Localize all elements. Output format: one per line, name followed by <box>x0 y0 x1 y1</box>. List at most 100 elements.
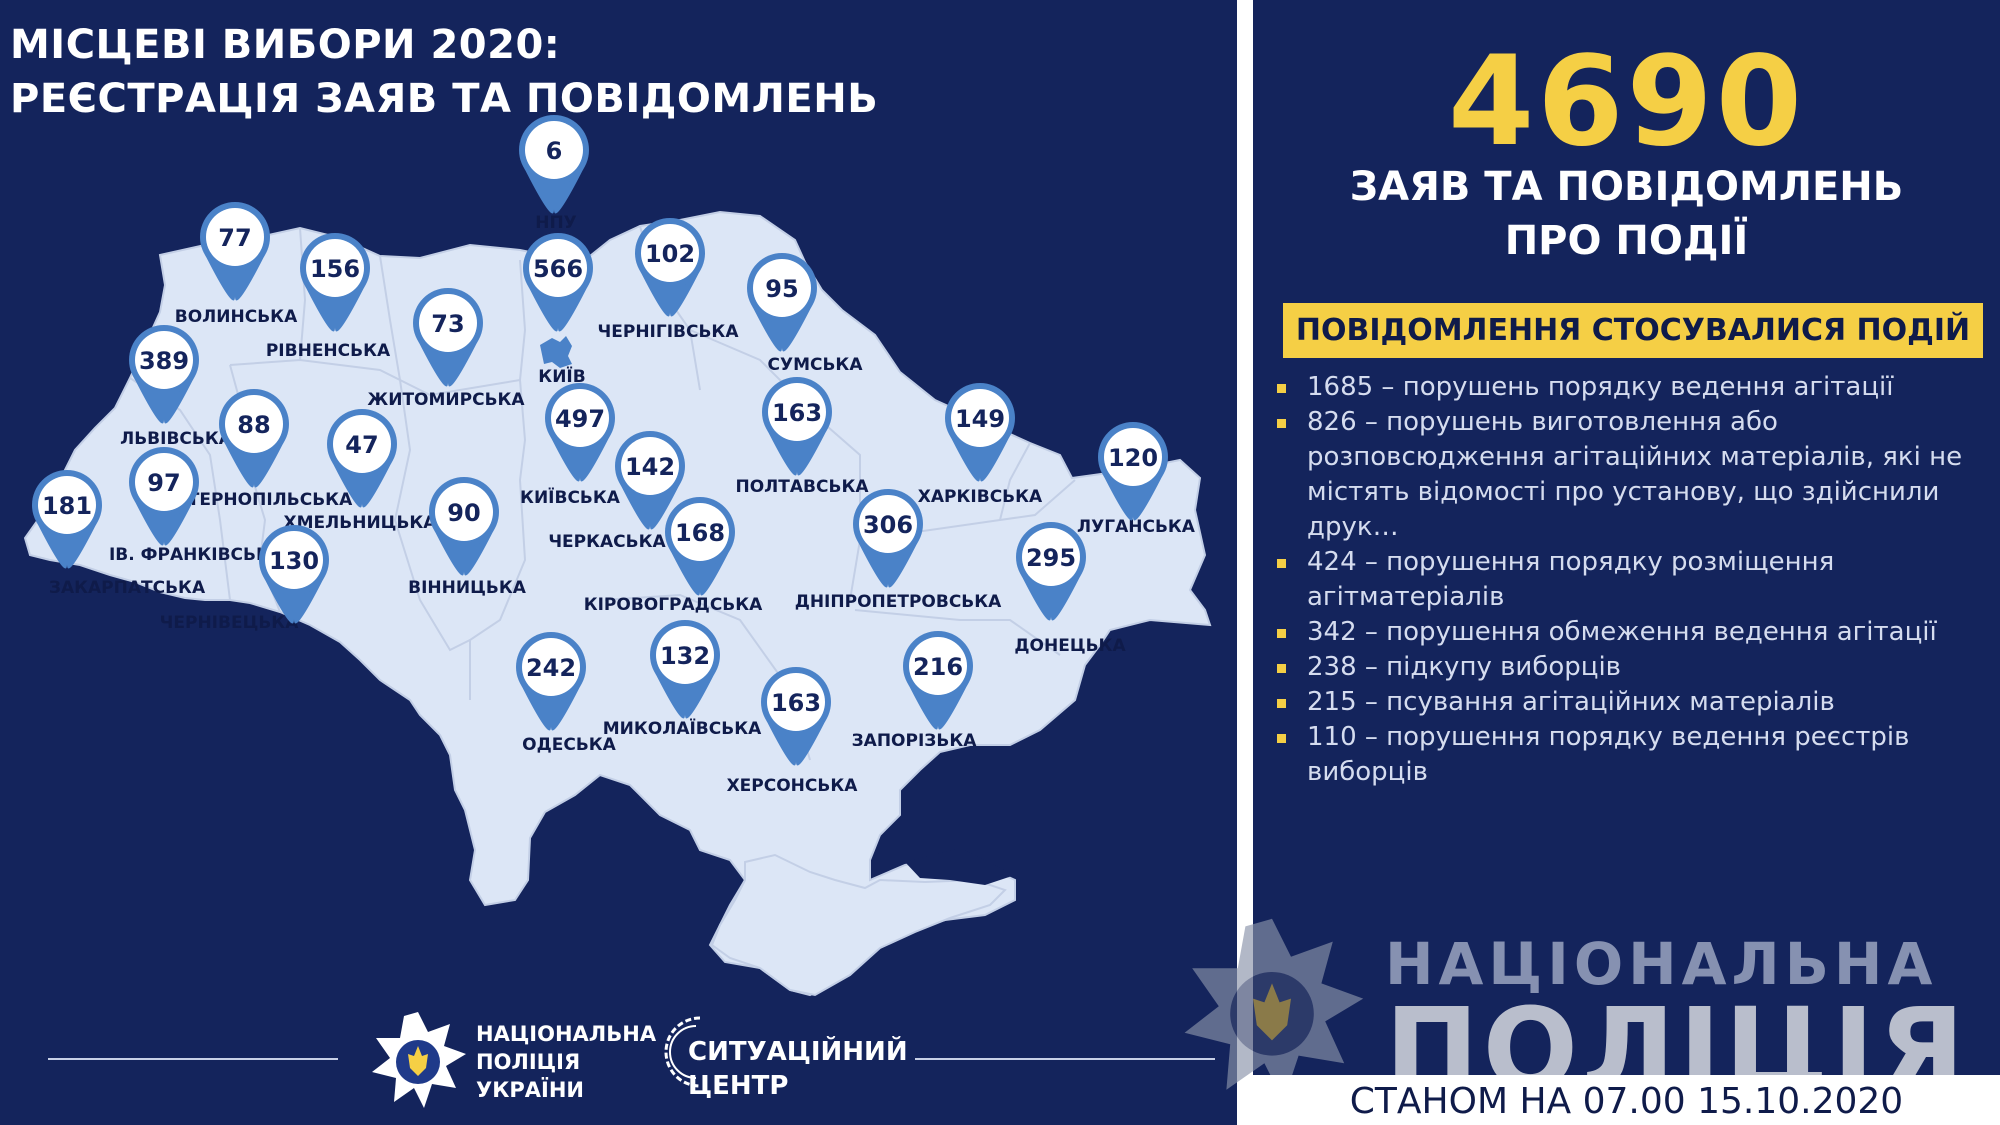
date-stamp: СТАНОМ НА 07.00 15.10.2020 <box>1349 1081 1904 1122</box>
region-label-chernihiv: ЧЕРНІГІВСЬКА <box>598 322 740 342</box>
region-label-odesa: ОДЕСЬКА <box>522 735 617 755</box>
map-pin-value: 130 <box>269 547 319 575</box>
map-pin-lviv: 389 <box>129 325 199 424</box>
region-label-donetsk: ДОНЕЦЬКА <box>1014 636 1126 656</box>
map-pin-kharkiv: 149 <box>945 383 1015 482</box>
total-caption-line-2: ПРО ПОДІЇ <box>1504 218 1749 264</box>
map-pin-center <box>551 389 609 447</box>
region-labels: НПУ ВОЛИНСЬКА РІВНЕНСЬКА КИЇВ ЧЕРНІГІВСЬ… <box>49 213 1196 796</box>
list-item: 342 – порушення обмеження ведення агітац… <box>1263 615 1983 650</box>
title-line-2: РЕЄСТРАЦІЯ ЗАЯВ ТА ПОВІДОМЛЕНЬ <box>10 76 879 122</box>
watermark-line-1: НАЦІОНАЛЬНА <box>1385 930 1938 998</box>
crimea-outline <box>710 853 1007 997</box>
map-pin-value: 142 <box>625 453 675 481</box>
ukraine-map: НПУ ВОЛИНСЬКА РІВНЕНСЬКА КИЇВ ЧЕРНІГІВСЬ… <box>23 115 1212 997</box>
situation-center-line-1: СИТУАЦІЙНИЙ <box>688 1037 908 1067</box>
map-pin-vinnytsia: 90 <box>429 477 499 576</box>
map-pin-zaporizhzhia: 216 <box>903 631 973 730</box>
region-label-kharkiv: ХАРКІВСЬКА <box>918 487 1043 507</box>
map-pin-value: 156 <box>310 255 360 283</box>
bullet-icon <box>1277 629 1286 638</box>
map-pin-chernivtsi: 130 <box>259 525 329 624</box>
map-pin-center <box>1104 428 1162 486</box>
map-pin-npu: 6 <box>519 115 589 214</box>
map-pin-dnipro: 306 <box>853 489 923 588</box>
map-pin-center <box>225 395 283 453</box>
events-banner: ПОВІДОМЛЕННЯ СТОСУВАЛИСЯ ПОДІЙ <box>1283 303 1983 358</box>
region-label-kyiv-city: КИЇВ <box>538 365 585 387</box>
panel-divider <box>1237 0 1253 1125</box>
map-pin-kherson: 163 <box>761 667 831 766</box>
map-pin-center <box>859 495 917 553</box>
map-pin-kyiv-region: 497 <box>545 383 615 482</box>
region-label-kherson: ХЕРСОНСЬКА <box>727 776 859 796</box>
map-pin-center <box>333 415 391 473</box>
region-label-chernivtsi: ЧЕРНІВЕЦЬКА <box>160 613 300 633</box>
list-item: 238 – підкупу виборців <box>1263 650 1983 685</box>
map-panel: МІСЦЕВІ ВИБОРИ 2020: РЕЄСТРАЦІЯ ЗАЯВ ТА … <box>10 22 1215 1108</box>
bullet-icon <box>1277 384 1286 393</box>
list-item-text: 424 – порушення порядку розміщення агітм… <box>1307 547 1835 612</box>
title-line-1: МІСЦЕВІ ВИБОРИ 2020: <box>10 22 561 68</box>
map-pin-center <box>909 637 967 695</box>
region-label-khmelnytskyi: ХМЕЛЬНИЦЬКА <box>284 513 438 533</box>
bullet-icon <box>1277 664 1286 673</box>
list-item: 424 – порушення порядку розміщення агітм… <box>1263 545 1983 615</box>
total-caption: ЗАЯВ ТА ПОВІДОМЛЕНЬ ПРО ПОДІЇ <box>1253 160 2000 268</box>
map-pin-value: 216 <box>913 653 963 681</box>
summary-panel: 4690 ЗАЯВ ТА ПОВІДОМЛЕНЬ ПРО ПОДІЇ ПОВІД… <box>1184 0 2000 1125</box>
bullet-icon <box>1277 419 1286 428</box>
map-pin-chernihiv: 102 <box>635 218 705 317</box>
gear-icon <box>664 1016 701 1088</box>
map-pin-kyiv-city: 566 <box>523 233 593 332</box>
map-pin-zakarpattia: 181 <box>32 470 102 569</box>
map-pin-center <box>135 453 193 511</box>
map-pin-center <box>522 638 580 696</box>
map-pin-ternopil: 88 <box>219 389 289 488</box>
bullet-icon <box>1277 734 1286 743</box>
map-pin-center <box>435 483 493 541</box>
map-pin-mykolaiv: 132 <box>650 620 720 719</box>
map-pin-center <box>671 503 729 561</box>
map-pin-value: 73 <box>431 310 464 338</box>
map-pin-center <box>419 294 477 352</box>
bullet-icon <box>1277 699 1286 708</box>
map-pin-donetsk: 295 <box>1016 522 1086 621</box>
map-pin-value: 97 <box>147 469 180 497</box>
map-pin-value: 181 <box>42 492 92 520</box>
list-item-text: 110 – порушення порядку ведення реєстрів… <box>1307 722 1910 787</box>
total-count: 4690 <box>1447 30 1806 174</box>
npu-logo-line-3: УКРАЇНИ <box>476 1078 584 1102</box>
watermark-star-icon <box>1184 918 1364 1102</box>
npu-star-logo-icon <box>372 1012 466 1108</box>
map-pin-value: 132 <box>660 642 710 670</box>
map-pin-kirovohrad: 168 <box>665 497 735 596</box>
region-label-luhansk: ЛУГАНСЬКА <box>1077 517 1196 537</box>
region-label-zhytomyr: ЖИТОМИРСЬКА <box>367 390 525 410</box>
map-pin-value: 242 <box>526 654 576 682</box>
region-label-cherkasy: ЧЕРКАСЬКА <box>548 532 666 552</box>
npu-logo-text: НАЦІОНАЛЬНА ПОЛІЦІЯ УКРАЇНИ <box>476 1020 656 1104</box>
map-pin-khmelnytskyi: 47 <box>327 409 397 508</box>
npu-logo-line-2: ПОЛІЦІЯ <box>476 1050 581 1074</box>
region-label-vinnytsia: ВІННИЦЬКА <box>408 578 527 598</box>
map-pin-center <box>135 331 193 389</box>
region-label-mykolaiv: МИКОЛАЇВСЬКА <box>603 717 762 739</box>
map-pin-value: 90 <box>447 499 480 527</box>
footer-divider-left <box>48 1058 338 1060</box>
region-label-kyiv-region: КИЇВСЬКА <box>520 486 621 508</box>
map-pin-value: 6 <box>546 137 563 165</box>
map-pin-center <box>206 208 264 266</box>
list-item-text: 215 – псування агітаційних матеріалів <box>1307 687 1835 717</box>
region-label-npu: НПУ <box>535 213 577 233</box>
map-pin-center <box>768 383 826 441</box>
region-label-rivne: РІВНЕНСЬКА <box>266 341 391 361</box>
list-item: 110 – порушення порядку ведення реєстрів… <box>1263 720 1983 790</box>
map-pin-center <box>38 476 96 534</box>
list-item-text: 1685 – порушень порядку ведення агітації <box>1307 372 1894 402</box>
list-item-text: 826 – порушень виготовлення або розповсю… <box>1307 407 1963 542</box>
map-pin-value: 88 <box>237 411 270 439</box>
list-item-text: 238 – підкупу виборців <box>1307 652 1622 682</box>
map-pin-value: 295 <box>1026 544 1076 572</box>
